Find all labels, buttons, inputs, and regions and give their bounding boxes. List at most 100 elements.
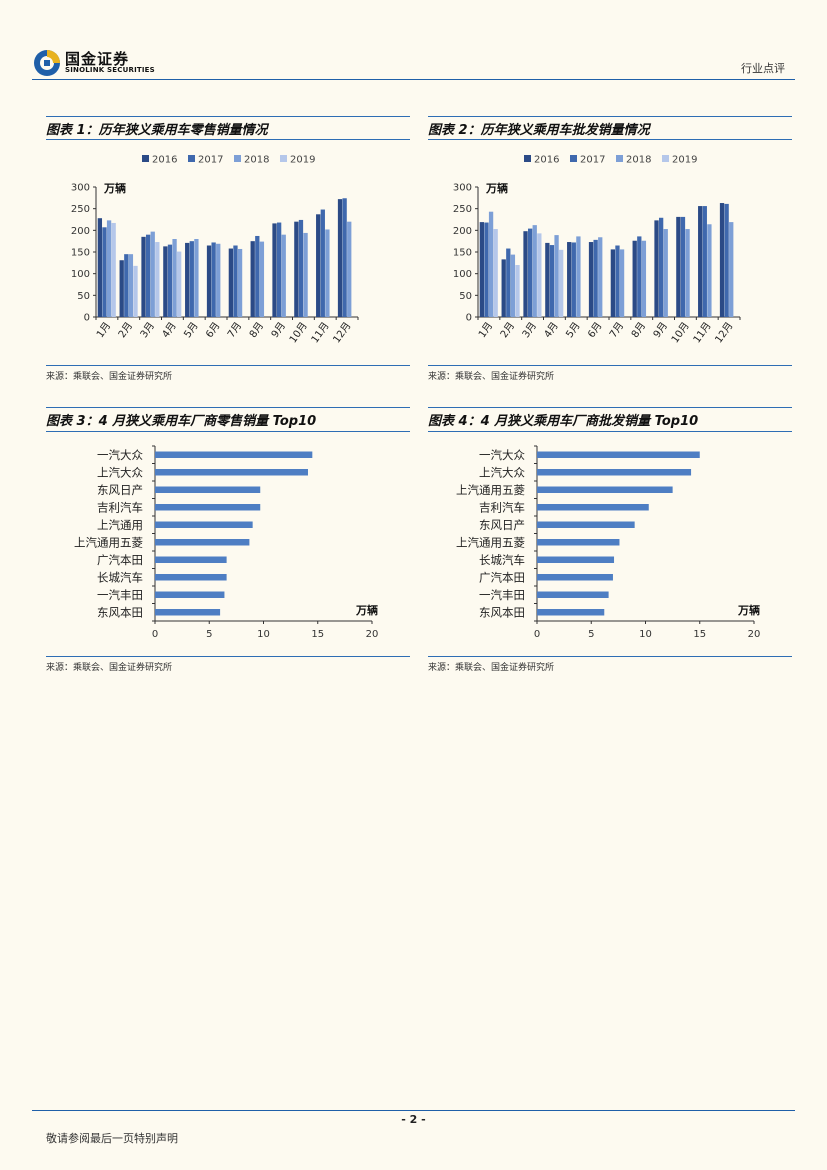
bar-2017-12月: [342, 198, 347, 317]
x-tick-label: 8月: [629, 320, 648, 340]
bar-东风本田: [155, 609, 221, 616]
category-label: 上汽大众: [479, 465, 525, 479]
logo-cn-text: 国金证券: [65, 50, 130, 68]
y-tick-label: 150: [71, 248, 90, 259]
bar-上汽大众: [155, 469, 308, 476]
x-tick-label: 2月: [116, 320, 135, 340]
x-tick-label: 6月: [203, 320, 222, 340]
category-label: 东风本田: [97, 605, 143, 619]
bar-2016-3月: [141, 236, 146, 317]
x-tick-label: 1月: [94, 320, 113, 340]
category-label: 上汽大众: [97, 465, 143, 479]
x-tick-label: 0: [152, 629, 158, 640]
category-label: 上汽通用: [97, 518, 143, 532]
bar-2016-12月: [337, 199, 343, 317]
x-tick-label: 9月: [651, 320, 670, 340]
y-tick-label: 300: [453, 183, 472, 194]
bar-2018-7月: [237, 248, 243, 317]
bar-2016-3月: [523, 231, 528, 317]
bar-上汽通用五菱: [155, 539, 250, 546]
legend-label-2016: 2016: [152, 155, 177, 166]
bar-2018-12月: [347, 221, 352, 317]
disclaimer-note: 敬请参阅最后一页特别声明: [46, 1132, 178, 1145]
category-label: 东风日产: [97, 483, 143, 497]
bar-2017-3月: [145, 234, 151, 317]
bar-上汽大众: [537, 469, 692, 476]
legend-label-2018: 2018: [626, 155, 651, 166]
bar-吉利汽车: [537, 504, 649, 511]
fig3-bottom-line: [46, 656, 410, 657]
category-label: 东风本田: [479, 605, 525, 619]
y-tick-label: 250: [453, 204, 472, 215]
x-tick-label: 3月: [520, 320, 539, 340]
legend-swatch-2019: [280, 155, 287, 162]
bar-2017-2月: [124, 254, 129, 317]
fig4-chart: 一汽大众上汽大众上汽通用五菱吉利汽车东风日产上汽通用五菱长城汽车广汽本田一汽丰田…: [456, 445, 760, 640]
fig1-chart: 2016 2017 2018 2019 万辆 0 50 100 150 200 250 300 1月 2月…: [71, 155, 359, 346]
legend-label-2017: 2017: [198, 155, 223, 166]
bar-2019-3月: [537, 233, 542, 317]
bar-2016-11月: [698, 206, 703, 317]
bar-2017-6月: [593, 239, 598, 317]
fig4-title: 图表 4：4 月狭义乘用车厂商批发销量 Top10: [428, 414, 699, 429]
y-tick-label: 0: [84, 313, 90, 324]
bar-2017-11月: [702, 206, 707, 317]
x-tick-label: 5月: [181, 320, 200, 340]
bar-2018-3月: [532, 225, 537, 317]
bar-一汽大众: [155, 451, 313, 458]
bar-东风本田: [537, 609, 605, 616]
y-tick-label: 50: [459, 291, 472, 302]
fig2-bottom-line: [428, 365, 792, 366]
y-unit-label: 万辆: [103, 181, 126, 195]
x-tick-label: 5: [588, 629, 594, 640]
y-tick-label: 250: [71, 204, 90, 215]
legend-swatch-2017: [570, 155, 577, 162]
bar-2018-1月: [488, 211, 494, 317]
logo-emblem-icon: [34, 50, 60, 76]
bar-一汽丰田: [155, 591, 225, 598]
bar-2018-9月: [281, 234, 286, 317]
bar-2017-5月: [189, 241, 194, 317]
category-label: 上汽通用五菱: [456, 483, 525, 497]
x-tick-label: 4月: [542, 320, 561, 340]
category-label: 广汽本田: [97, 553, 143, 567]
y-tick-label: 150: [453, 248, 472, 259]
x-tick-label: 11月: [691, 320, 714, 346]
legend-swatch-2016: [142, 155, 149, 162]
y-tick-label: 300: [71, 183, 90, 194]
legend-swatch-2019: [662, 155, 669, 162]
bar-上汽通用五菱: [537, 486, 673, 493]
bar-2016-8月: [250, 241, 255, 317]
bar-2016-7月: [228, 248, 234, 317]
x-tick-label: 5月: [563, 320, 582, 340]
bar-东风日产: [537, 521, 635, 528]
x-tick-label: 3月: [138, 320, 157, 340]
legend-swatch-2016: [524, 155, 531, 162]
bar-2016-2月: [501, 259, 506, 317]
fig3-title-line: [46, 431, 410, 432]
bar-2018-5月: [194, 239, 199, 317]
bar-2018-11月: [325, 229, 330, 317]
bar-2017-8月: [637, 236, 642, 317]
x-tick-label: 10: [639, 629, 652, 640]
x-tick-label: 10月: [287, 320, 310, 346]
bar-2016-7月: [610, 249, 616, 317]
category-label: 上汽通用五菱: [74, 535, 143, 549]
legend-swatch-2018: [616, 155, 623, 162]
category-label: 吉利汽车: [97, 500, 143, 514]
x-unit-label: 万辆: [355, 603, 378, 617]
category-label: 吉利汽车: [479, 500, 525, 514]
bar-2018-2月: [510, 254, 516, 317]
bar-上汽通用五菱: [537, 539, 620, 546]
y-unit-label: 万辆: [485, 181, 508, 195]
bar-2019-2月: [515, 265, 520, 317]
bar-2017-1月: [484, 222, 489, 317]
bar-2016-1月: [479, 222, 485, 317]
bar-2016-6月: [588, 242, 594, 317]
bar-2016-11月: [316, 214, 321, 317]
footer-divider: [32, 1110, 795, 1111]
bar-2016-9月: [272, 223, 277, 317]
y-tick-label: 100: [453, 269, 472, 280]
x-tick-label: 2月: [498, 320, 517, 340]
bar-2018-1月: [106, 220, 112, 317]
